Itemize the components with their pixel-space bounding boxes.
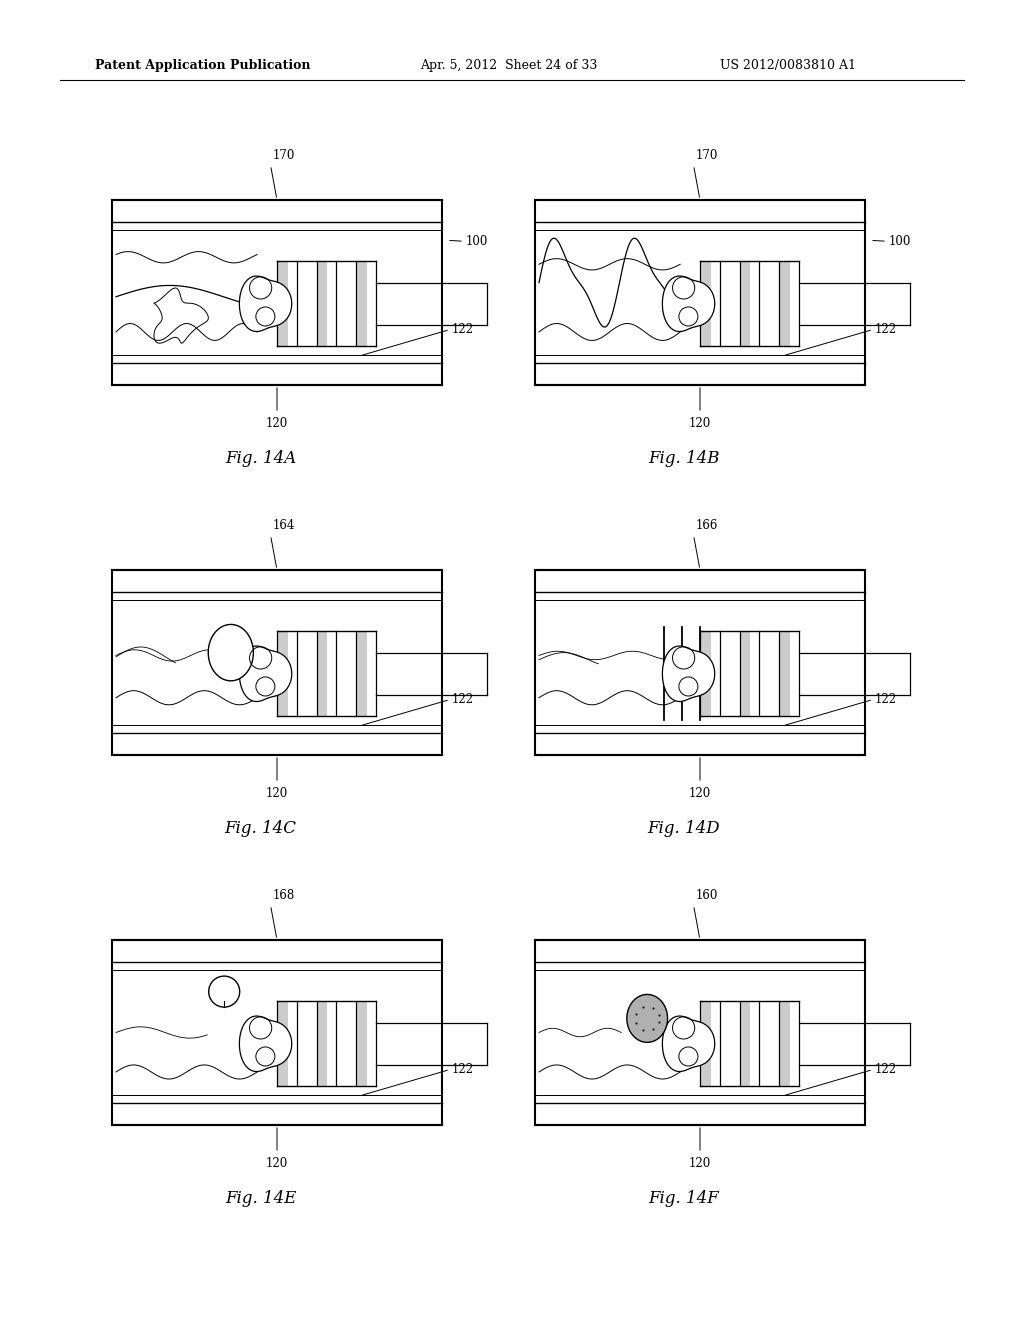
- Polygon shape: [154, 288, 209, 343]
- Text: 120: 120: [689, 1158, 711, 1170]
- Bar: [316, 1002, 328, 1086]
- Text: 120: 120: [689, 787, 711, 800]
- Text: Fig. 14C: Fig. 14C: [224, 820, 297, 837]
- Polygon shape: [240, 1016, 292, 1072]
- Bar: [700, 631, 711, 715]
- Bar: [112, 222, 442, 363]
- Text: 122: 122: [874, 323, 897, 337]
- Text: 122: 122: [874, 1063, 897, 1076]
- Bar: [356, 1002, 367, 1086]
- Bar: [112, 201, 442, 385]
- Polygon shape: [240, 645, 292, 701]
- Text: 170: 170: [272, 149, 295, 162]
- Bar: [779, 1002, 791, 1086]
- Bar: [356, 261, 367, 346]
- Bar: [535, 940, 865, 1125]
- Polygon shape: [208, 624, 253, 681]
- Bar: [739, 631, 751, 715]
- Text: 170: 170: [695, 149, 718, 162]
- Text: 168: 168: [272, 888, 295, 902]
- Text: Fig. 14E: Fig. 14E: [225, 1191, 296, 1206]
- Bar: [278, 261, 288, 346]
- Bar: [779, 261, 791, 346]
- Bar: [316, 631, 328, 715]
- Text: 100: 100: [466, 235, 488, 248]
- Text: 122: 122: [452, 1063, 474, 1076]
- Bar: [112, 962, 442, 1104]
- Text: Patent Application Publication: Patent Application Publication: [95, 58, 310, 71]
- Text: 122: 122: [874, 693, 897, 706]
- Text: 120: 120: [266, 417, 288, 430]
- Bar: [535, 201, 865, 385]
- Bar: [700, 1002, 711, 1086]
- Bar: [112, 940, 442, 1125]
- Text: 120: 120: [689, 417, 711, 430]
- Text: 122: 122: [452, 323, 474, 337]
- Bar: [739, 261, 751, 346]
- Polygon shape: [627, 994, 668, 1043]
- Text: 120: 120: [266, 1158, 288, 1170]
- Text: Fig. 14D: Fig. 14D: [647, 820, 720, 837]
- Bar: [278, 631, 288, 715]
- Text: 100: 100: [889, 235, 911, 248]
- Bar: [535, 222, 865, 363]
- Bar: [535, 962, 865, 1104]
- Bar: [700, 261, 711, 346]
- Bar: [112, 570, 442, 755]
- Polygon shape: [663, 1016, 715, 1072]
- Text: 166: 166: [695, 519, 718, 532]
- Text: 160: 160: [695, 888, 718, 902]
- Text: Fig. 14F: Fig. 14F: [648, 1191, 719, 1206]
- Text: 164: 164: [272, 519, 295, 532]
- Bar: [278, 1002, 288, 1086]
- Bar: [535, 591, 865, 733]
- Text: Fig. 14B: Fig. 14B: [648, 450, 719, 467]
- Text: Fig. 14A: Fig. 14A: [225, 450, 296, 467]
- Bar: [356, 631, 367, 715]
- Polygon shape: [663, 645, 715, 701]
- Bar: [112, 591, 442, 733]
- Text: 120: 120: [266, 787, 288, 800]
- Polygon shape: [240, 276, 292, 331]
- Text: 122: 122: [452, 693, 474, 706]
- Bar: [535, 570, 865, 755]
- Text: US 2012/0083810 A1: US 2012/0083810 A1: [720, 58, 856, 71]
- Bar: [316, 261, 328, 346]
- Bar: [779, 631, 791, 715]
- Bar: [739, 1002, 751, 1086]
- Polygon shape: [663, 276, 715, 331]
- Text: Apr. 5, 2012  Sheet 24 of 33: Apr. 5, 2012 Sheet 24 of 33: [420, 58, 597, 71]
